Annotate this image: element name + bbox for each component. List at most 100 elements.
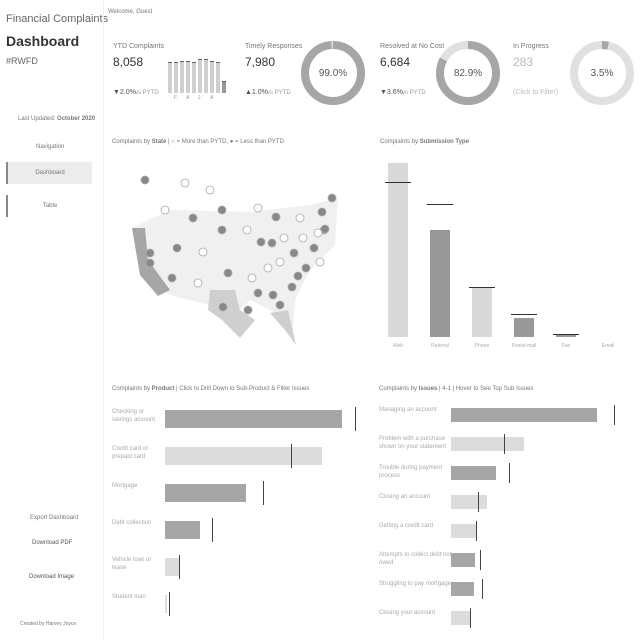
x-label: Web bbox=[392, 343, 404, 349]
pytd-marker bbox=[470, 608, 471, 628]
pytd-marker bbox=[511, 313, 537, 315]
pytd-marker bbox=[614, 405, 615, 425]
kpi-change: ▼2.0% bbox=[113, 89, 136, 96]
legend: = Less than PYTD bbox=[235, 139, 284, 145]
row-label: Closing an account bbox=[379, 494, 431, 500]
x-label: Postal mail bbox=[511, 343, 537, 349]
t: Complaints by bbox=[112, 386, 152, 392]
mini-label: F bbox=[174, 95, 178, 101]
x-label: Referral bbox=[431, 343, 449, 349]
state-dot bbox=[218, 302, 228, 312]
state-dot bbox=[247, 273, 257, 283]
bar bbox=[451, 611, 471, 625]
us-shape bbox=[132, 198, 338, 340]
state-dot bbox=[160, 205, 170, 215]
kpi-label: YTD Complaints bbox=[113, 43, 164, 50]
nav-item[interactable]: Dashboard bbox=[6, 162, 92, 184]
title: Financial Complaints bbox=[6, 13, 109, 25]
updated-value: October 2020 bbox=[57, 116, 96, 122]
t: | Click to Drill Down to Sub-Product & F… bbox=[174, 386, 310, 392]
state-dot bbox=[198, 247, 208, 257]
t: Issues bbox=[418, 386, 438, 392]
kpi-change: ▼3.6% bbox=[380, 89, 403, 96]
donut-label: 99.0% bbox=[319, 68, 347, 79]
mini-bar bbox=[174, 62, 178, 93]
t: Complaints by bbox=[379, 386, 419, 392]
bar bbox=[451, 553, 475, 567]
export-pdf[interactable]: Download PDF bbox=[32, 540, 73, 546]
t: Product bbox=[151, 386, 175, 392]
state-dot bbox=[217, 205, 227, 215]
bar bbox=[165, 521, 200, 539]
row-label: Debt collection bbox=[112, 520, 152, 526]
state-dot bbox=[145, 248, 155, 258]
donut-arc bbox=[301, 41, 365, 105]
state-dot bbox=[253, 288, 263, 298]
state-dot bbox=[313, 228, 323, 238]
state-ca bbox=[132, 228, 170, 296]
pytd-marker bbox=[482, 579, 483, 599]
export-title: Export Dashboard bbox=[30, 515, 79, 521]
product-title: Complaints by Product | Click to Drill D… bbox=[112, 386, 309, 392]
state-dot bbox=[267, 238, 277, 248]
nav-title: Navigation bbox=[36, 144, 65, 150]
row-label: Closing your account bbox=[379, 610, 436, 616]
bar bbox=[451, 408, 597, 422]
row-label: Mortgage bbox=[112, 483, 138, 489]
kpi-label: Resolved at No Cost bbox=[380, 43, 445, 50]
pytd-marker bbox=[509, 463, 510, 483]
state-tx bbox=[208, 290, 255, 338]
pytd-marker bbox=[553, 334, 579, 335]
kpi-value: 283 bbox=[513, 55, 534, 69]
mini-bar bbox=[210, 60, 214, 93]
state-dot bbox=[140, 175, 150, 185]
nav-item[interactable]: Table bbox=[6, 195, 92, 217]
export-image[interactable]: Download Image bbox=[29, 574, 75, 580]
bar bbox=[451, 437, 524, 451]
x-label: Fax bbox=[561, 343, 571, 349]
row-label: Attempts to collect debt not owed bbox=[379, 552, 452, 566]
pytd-marker bbox=[478, 492, 479, 512]
hashtag: #RWFD bbox=[6, 56, 38, 66]
state-dot bbox=[293, 271, 303, 281]
map-title: Complaints by State | ○ = More than PYTD… bbox=[112, 139, 284, 145]
state-dot bbox=[289, 248, 299, 258]
mini-bar bbox=[168, 61, 172, 93]
pytd-marker bbox=[480, 550, 481, 570]
state-dot bbox=[145, 258, 155, 268]
mini-bar bbox=[222, 80, 226, 93]
donut: 82.9% bbox=[436, 41, 500, 105]
state-dot bbox=[217, 225, 227, 235]
state-dot bbox=[271, 212, 281, 222]
row-label: Credit card or prepaid card bbox=[112, 446, 149, 460]
bar bbox=[430, 229, 450, 337]
pytd-marker bbox=[169, 592, 170, 616]
donut-label: 82.9% bbox=[454, 68, 482, 79]
legend: = More than PYTD, bbox=[176, 139, 229, 145]
kpi-label: In Progress bbox=[513, 43, 549, 50]
state-dot bbox=[253, 203, 263, 213]
state-dot bbox=[320, 224, 330, 234]
bar bbox=[451, 524, 477, 538]
row-label: Trouble during payment process bbox=[379, 465, 443, 479]
bar bbox=[556, 334, 576, 337]
updated-label: Last Updated: bbox=[18, 116, 56, 122]
pytd-marker bbox=[469, 286, 495, 288]
donut-label: 3.5% bbox=[591, 68, 614, 79]
pytd-marker bbox=[291, 444, 292, 468]
state-dot bbox=[287, 282, 297, 292]
bar bbox=[165, 558, 179, 576]
donut-arc bbox=[436, 41, 500, 105]
mini-bar bbox=[216, 61, 220, 93]
welcome: Welcome, Guest bbox=[108, 9, 153, 15]
row-label: Getting a credit card bbox=[379, 523, 434, 529]
state-dot bbox=[188, 213, 198, 223]
pytd-marker bbox=[504, 434, 505, 454]
kpi-vs: vs PYTD bbox=[267, 90, 291, 96]
state-dot bbox=[172, 243, 182, 253]
state-dot bbox=[298, 233, 308, 243]
bar bbox=[388, 163, 408, 337]
row-label: Checking or savings account bbox=[112, 409, 156, 423]
pytd-marker bbox=[179, 555, 180, 579]
